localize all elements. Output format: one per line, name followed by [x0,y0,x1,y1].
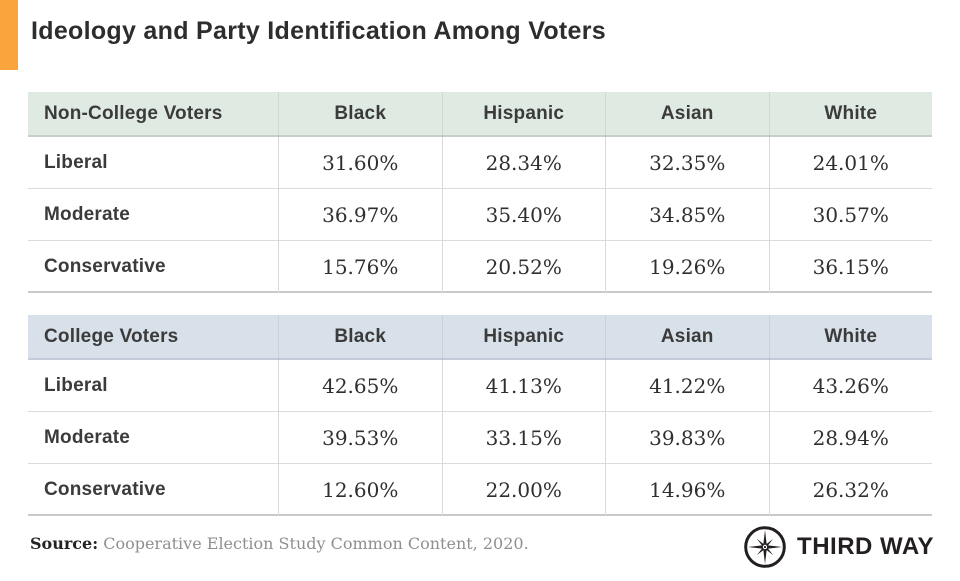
cell-value: 43.26% [768,360,933,412]
table-row: Liberal 42.65% 41.13% 41.22% 43.26% [28,360,932,412]
cell-value: 14.96% [605,464,769,516]
cell-value: 39.53% [278,412,442,464]
row-label: Liberal [44,152,108,173]
table-row: Conservative 12.60% 22.00% 14.96% 26.32% [28,464,932,516]
cell-value: 35.40% [441,189,606,241]
column-header-hispanic: Hispanic [441,92,606,137]
column-header-hispanic: Hispanic [441,315,606,360]
table-header-row: Non-College Voters Black Hispanic Asian … [28,92,932,137]
column-header-asian: Asian [605,92,769,137]
page-title: Ideology and Party Identification Among … [31,17,606,45]
column-header-white: White [768,92,933,137]
cell-value: 32.35% [605,137,769,189]
row-label: Moderate [44,204,131,225]
cell-value: 39.83% [605,412,769,464]
cell-value: 12.60% [278,464,442,516]
cell-value: 30.57% [768,189,933,241]
row-label: Conservative [44,479,166,500]
cell-value: 26.32% [768,464,933,516]
column-header-black: Black [278,92,442,137]
college-voters-table: College Voters Black Hispanic Asian Whit… [28,315,932,516]
cell-value: 20.52% [441,241,606,293]
cell-value: 22.00% [441,464,606,516]
row-label: Liberal [44,375,108,396]
cell-value: 24.01% [768,137,933,189]
column-header-asian: Asian [605,315,769,360]
source-text: Cooperative Election Study Common Conten… [98,534,529,553]
table-title-cell: Non-College Voters [44,103,223,124]
cell-value: 36.15% [768,241,933,293]
non-college-voters-table: Non-College Voters Black Hispanic Asian … [28,92,932,293]
table-title-cell: College Voters [44,326,179,347]
row-label: Conservative [44,256,166,277]
cell-value: 15.76% [278,241,442,293]
table-header-row: College Voters Black Hispanic Asian Whit… [28,315,932,360]
source-line: Source: Cooperative Election Study Commo… [30,534,529,553]
cell-value: 42.65% [278,360,442,412]
cell-value: 19.26% [605,241,769,293]
cell-value: 41.13% [441,360,606,412]
cell-value: 34.85% [605,189,769,241]
cell-value: 28.94% [768,412,933,464]
third-way-wordmark: THIRD WAY [797,533,934,560]
table-row: Moderate 36.97% 35.40% 34.85% 30.57% [28,189,932,241]
table-row: Conservative 15.76% 20.52% 19.26% 36.15% [28,241,932,293]
source-label: Source: [30,534,99,553]
title-accent-bar [0,0,18,70]
row-label: Moderate [44,427,131,448]
column-header-black: Black [278,315,442,360]
cell-value: 33.15% [441,412,606,464]
cell-value: 36.97% [278,189,442,241]
third-way-logo: THIRD WAY [743,525,934,569]
cell-value: 41.22% [605,360,769,412]
compass-icon [744,526,786,568]
column-header-white: White [768,315,933,360]
cell-value: 28.34% [441,137,606,189]
table-row: Moderate 39.53% 33.15% 39.83% 28.94% [28,412,932,464]
table-row: Liberal 31.60% 28.34% 32.35% 24.01% [28,137,932,189]
cell-value: 31.60% [278,137,442,189]
